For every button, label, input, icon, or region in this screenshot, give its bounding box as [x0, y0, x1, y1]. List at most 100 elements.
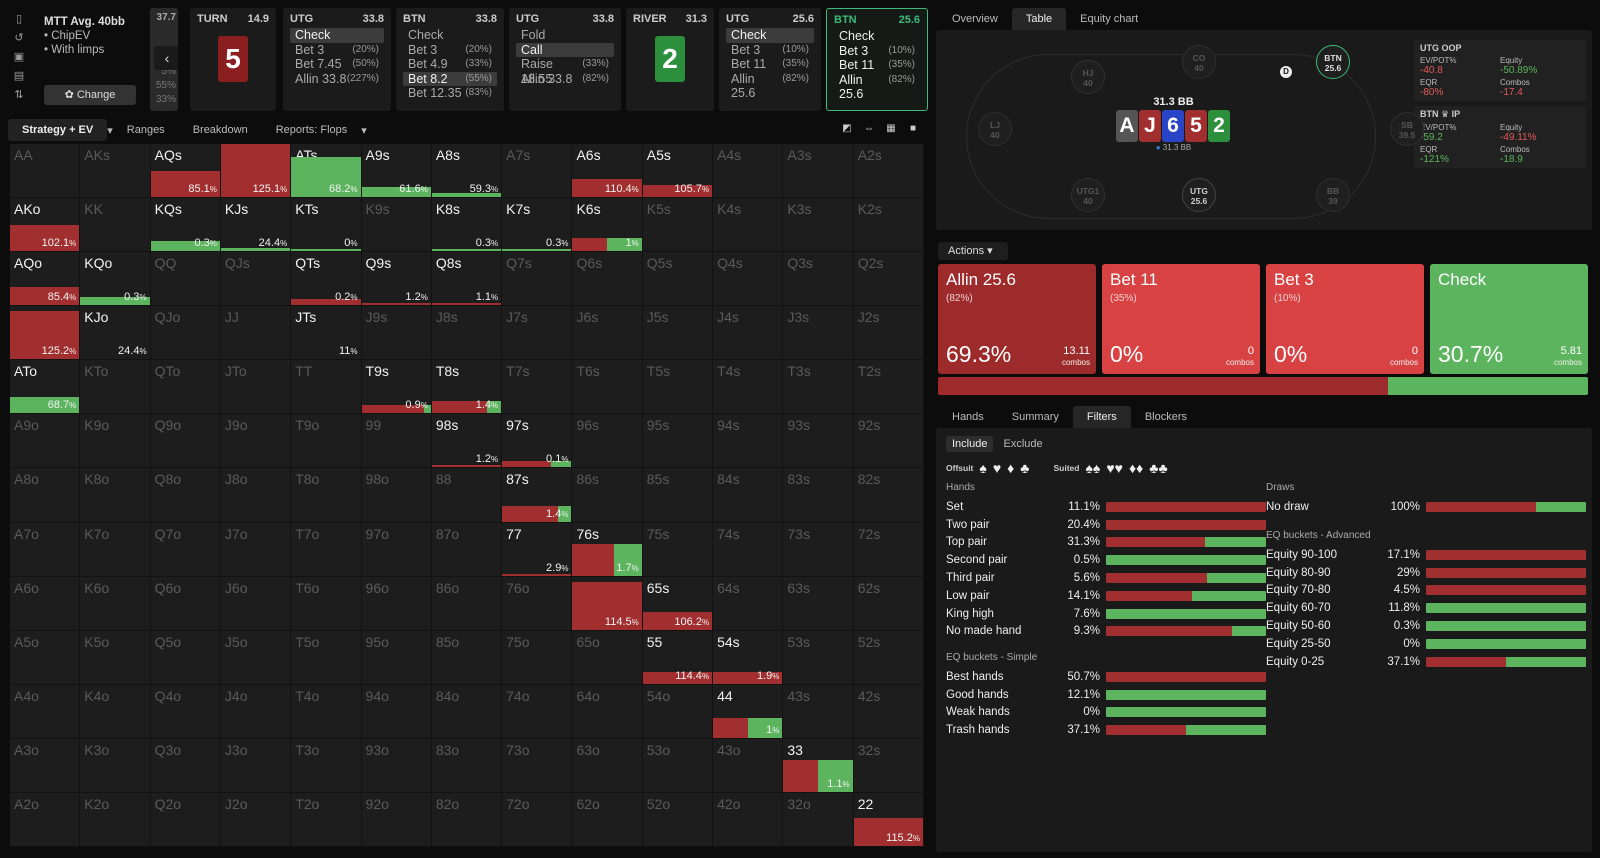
street-option[interactable]: Bet 11 (35%): [726, 57, 814, 72]
hand-cell[interactable]: T9o: [291, 414, 362, 469]
hand-cell[interactable]: 75o: [502, 630, 573, 685]
hand-cell[interactable]: A7o: [10, 522, 81, 577]
bottom-tab[interactable]: Hands: [952, 411, 984, 423]
filter-row[interactable]: Two pair 20.4%: [946, 516, 1266, 534]
hand-cell[interactable]: A3o: [10, 738, 81, 793]
action-check[interactable]: Check 30.7% 5.81 combos: [1430, 264, 1588, 374]
hand-cell[interactable]: K5s: [642, 198, 714, 253]
hand-cell[interactable]: K8o: [80, 468, 151, 523]
hand-cell[interactable]: 83o: [431, 738, 503, 793]
hand-cell[interactable]: K3s: [783, 198, 854, 253]
hand-cell[interactable]: KTo: [80, 360, 151, 415]
hand-cell[interactable]: K3o: [80, 738, 151, 793]
hand-cell[interactable]: J3o: [220, 738, 292, 793]
hand-cell[interactable]: 95o: [361, 630, 432, 685]
grid-icon[interactable]: ▦: [886, 123, 896, 134]
filter-row[interactable]: Low pair 14.1%: [946, 587, 1266, 605]
hand-cell[interactable]: J6o: [220, 576, 292, 631]
right-tab[interactable]: Overview: [952, 13, 998, 25]
hand-cell[interactable]: Q7o: [150, 522, 221, 577]
hand-cell[interactable]: T5s: [642, 360, 714, 415]
filter-row[interactable]: Top pair 31.3%: [946, 534, 1266, 552]
hand-cell[interactable]: AQo 85.4%: [10, 252, 81, 307]
seat-hj[interactable]: HJ 40: [1071, 60, 1105, 94]
hand-cell[interactable]: J5o: [220, 630, 292, 685]
hand-cell[interactable]: J4s: [713, 306, 784, 361]
hand-cell[interactable]: A9s 61.6%: [361, 144, 432, 199]
spade-icon[interactable]: ♠: [979, 460, 987, 476]
hand-cell[interactable]: 32s: [853, 738, 924, 793]
street-column[interactable]: BTN 33.8 Check Bet 3 (20%) Bet 4.9 (33%) Bet 8.…: [396, 8, 504, 111]
filter-row[interactable]: Equity 90-100 17.1%: [1266, 546, 1586, 564]
hand-cell[interactable]: K2o: [80, 792, 151, 847]
hand-cell[interactable]: ATs 68.2%: [291, 144, 362, 199]
hand-cell[interactable]: T7o: [291, 522, 362, 577]
hand-cell[interactable]: 55 114.4%: [642, 630, 714, 685]
hand-cell[interactable]: 82o: [431, 792, 503, 847]
heart-icon[interactable]: ♥: [992, 460, 1002, 476]
hand-cell[interactable]: K4s: [713, 198, 784, 253]
hand-cell[interactable]: Q9s 1.2%: [361, 252, 432, 307]
seat-bb[interactable]: BB 39: [1316, 178, 1350, 212]
hand-cell[interactable]: K9o: [80, 414, 151, 469]
filter-row[interactable]: Good hands 12.1%: [946, 686, 1266, 704]
hand-cell[interactable]: 84s: [713, 468, 784, 523]
right-tab[interactable]: Equity chart: [1080, 13, 1139, 25]
hand-cell[interactable]: 76s 1.7%: [572, 522, 643, 577]
filter-row[interactable]: King high 7.6%: [946, 605, 1266, 623]
seat-utg[interactable]: UTG 25.6: [1182, 178, 1216, 212]
action-bet-11[interactable]: Bet 11 (35%) 0% 0 combos: [1102, 264, 1260, 374]
hand-cell[interactable]: KJo 24.4%: [80, 306, 151, 361]
hand-cell[interactable]: 97s 0.1%: [502, 414, 573, 469]
hand-cell[interactable]: 72s: [853, 522, 924, 577]
hand-cell[interactable]: A7s: [502, 144, 573, 199]
street-column[interactable]: UTG 33.8 Fold Call Raise 18.55 (33%) Allin 33.…: [509, 8, 621, 111]
hand-cell[interactable]: QTo: [150, 360, 221, 415]
street-option[interactable]: Bet 3 (20%): [290, 43, 384, 58]
sort-icon[interactable]: ⇅: [14, 89, 24, 101]
hand-cell[interactable]: 92o: [361, 792, 432, 847]
hand-cell[interactable]: 32o: [783, 792, 854, 847]
hand-cell[interactable]: T8o: [291, 468, 362, 523]
hand-cell[interactable]: Q6o: [150, 576, 221, 631]
hand-cell[interactable]: Q2s: [853, 252, 924, 307]
hand-cell[interactable]: 96s: [572, 414, 643, 469]
exclude-button[interactable]: Exclude: [1003, 438, 1043, 450]
filter-row[interactable]: Set 11.1%: [946, 498, 1266, 516]
hand-cell[interactable]: 62o: [572, 792, 643, 847]
hand-cell[interactable]: T3o: [291, 738, 362, 793]
hand-cell[interactable]: K6s 1%: [572, 198, 643, 253]
hand-cell[interactable]: T4o: [291, 684, 362, 739]
street-option[interactable]: Bet 8.2 (55%): [403, 71, 497, 86]
hand-cell[interactable]: K2s: [853, 198, 924, 253]
hand-cell[interactable]: J2s: [853, 306, 924, 361]
hand-cell[interactable]: J9o: [220, 414, 292, 469]
hand-cell[interactable]: 95s: [642, 414, 714, 469]
previous-street-column[interactable]: 37.7 5% 55% 33% ‹: [150, 8, 178, 111]
hand-cell[interactable]: 52s: [853, 630, 924, 685]
hand-cell[interactable]: 54s 1.9%: [713, 630, 784, 685]
hand-cell[interactable]: A6s 110.4%: [572, 144, 643, 199]
contrast-icon[interactable]: ◩: [842, 123, 852, 134]
street-option[interactable]: Raise 18.55 (33%): [516, 57, 614, 86]
filter-row[interactable]: Second pair 0.5%: [946, 551, 1266, 569]
street-option[interactable]: Bet 12.35 (83%): [403, 86, 497, 101]
hand-cell[interactable]: J3s: [783, 306, 854, 361]
filter-row[interactable]: Best hands 50.7%: [946, 668, 1266, 686]
hand-cell[interactable]: 73o: [502, 738, 573, 793]
hand-cell[interactable]: 83s: [783, 468, 854, 523]
hand-cell[interactable]: A8s 59.3%: [431, 144, 503, 199]
street-option[interactable]: Fold: [516, 28, 614, 43]
hand-cell[interactable]: A8o: [10, 468, 81, 523]
hand-cell[interactable]: 75s: [642, 522, 714, 577]
hand-cell[interactable]: J8s: [431, 306, 503, 361]
filter-row[interactable]: No draw 100%: [1266, 498, 1586, 516]
hand-cell[interactable]: T7s: [502, 360, 573, 415]
hand-cell[interactable]: Q6s: [572, 252, 643, 307]
hand-cell[interactable]: K8s 0.3%: [431, 198, 503, 253]
street-option[interactable]: Allin 25.6 (82%): [834, 73, 920, 102]
hand-cell[interactable]: KQs 0.3%: [150, 198, 221, 253]
hand-cell[interactable]: 98s 1.2%: [431, 414, 503, 469]
hand-cell[interactable]: 85o: [431, 630, 503, 685]
hand-cell[interactable]: A9o: [10, 414, 81, 469]
